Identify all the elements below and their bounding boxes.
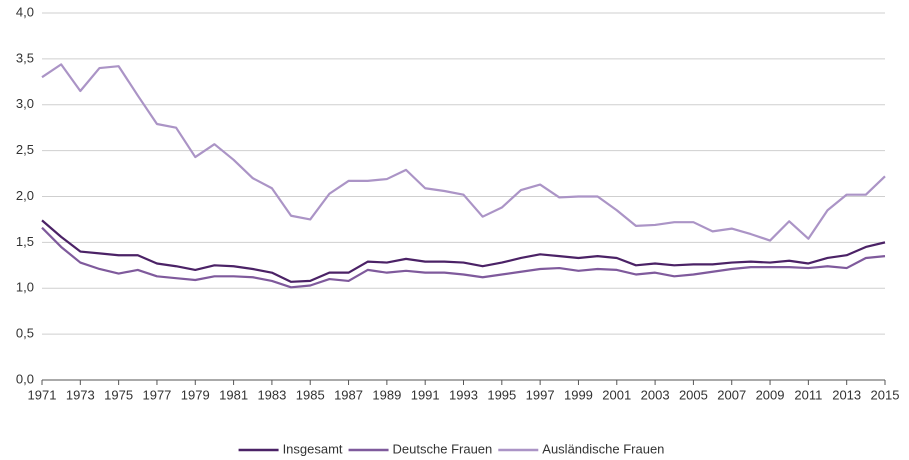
series-line xyxy=(41,226,886,289)
x-tick-label: 1989 xyxy=(372,387,401,402)
x-tick-label: 2007 xyxy=(717,387,746,402)
x-tick-label: 1977 xyxy=(142,387,171,402)
x-tick-label: 2009 xyxy=(756,387,785,402)
y-tick-label: 3,0 xyxy=(16,96,34,111)
legend-label: Insgesamt xyxy=(283,441,343,456)
x-tick-label: 2003 xyxy=(641,387,670,402)
y-tick-label: 0,5 xyxy=(16,326,34,341)
x-tick-label: 1997 xyxy=(526,387,555,402)
x-tick-label: 1999 xyxy=(564,387,593,402)
x-tick-label: 1983 xyxy=(257,387,286,402)
y-tick-label: 4,0 xyxy=(16,4,34,19)
x-tick-label: 2011 xyxy=(794,387,822,402)
x-tick-label: 1973 xyxy=(66,387,95,402)
legend-label: Ausländische Frauen xyxy=(542,441,664,456)
x-tick-label: 2015 xyxy=(871,387,900,402)
x-tick-label: 1985 xyxy=(296,387,325,402)
x-tick-label: 1979 xyxy=(181,387,210,402)
x-tick-label: 1987 xyxy=(334,387,363,402)
x-tick-label: 2005 xyxy=(679,387,708,402)
y-tick-label: 1,0 xyxy=(16,280,34,295)
y-tick-label: 3,5 xyxy=(16,50,34,65)
x-tick-label: 1995 xyxy=(487,387,516,402)
series-line xyxy=(41,63,886,242)
series-line xyxy=(41,219,886,283)
x-tick-label: 1981 xyxy=(219,387,248,402)
x-tick-label: 1991 xyxy=(411,387,440,402)
x-tick-label: 1975 xyxy=(104,387,133,402)
x-tick-label: 1971 xyxy=(28,387,57,402)
x-tick-label: 2013 xyxy=(832,387,861,402)
x-tick-label: 1993 xyxy=(449,387,478,402)
y-tick-label: 2,0 xyxy=(16,188,34,203)
x-tick-label: 2001 xyxy=(602,387,631,402)
y-tick-label: 0,0 xyxy=(16,371,34,386)
y-tick-label: 2,5 xyxy=(16,142,34,157)
legend-label: Deutsche Frauen xyxy=(393,441,493,456)
y-tick-label: 1,5 xyxy=(16,234,34,249)
